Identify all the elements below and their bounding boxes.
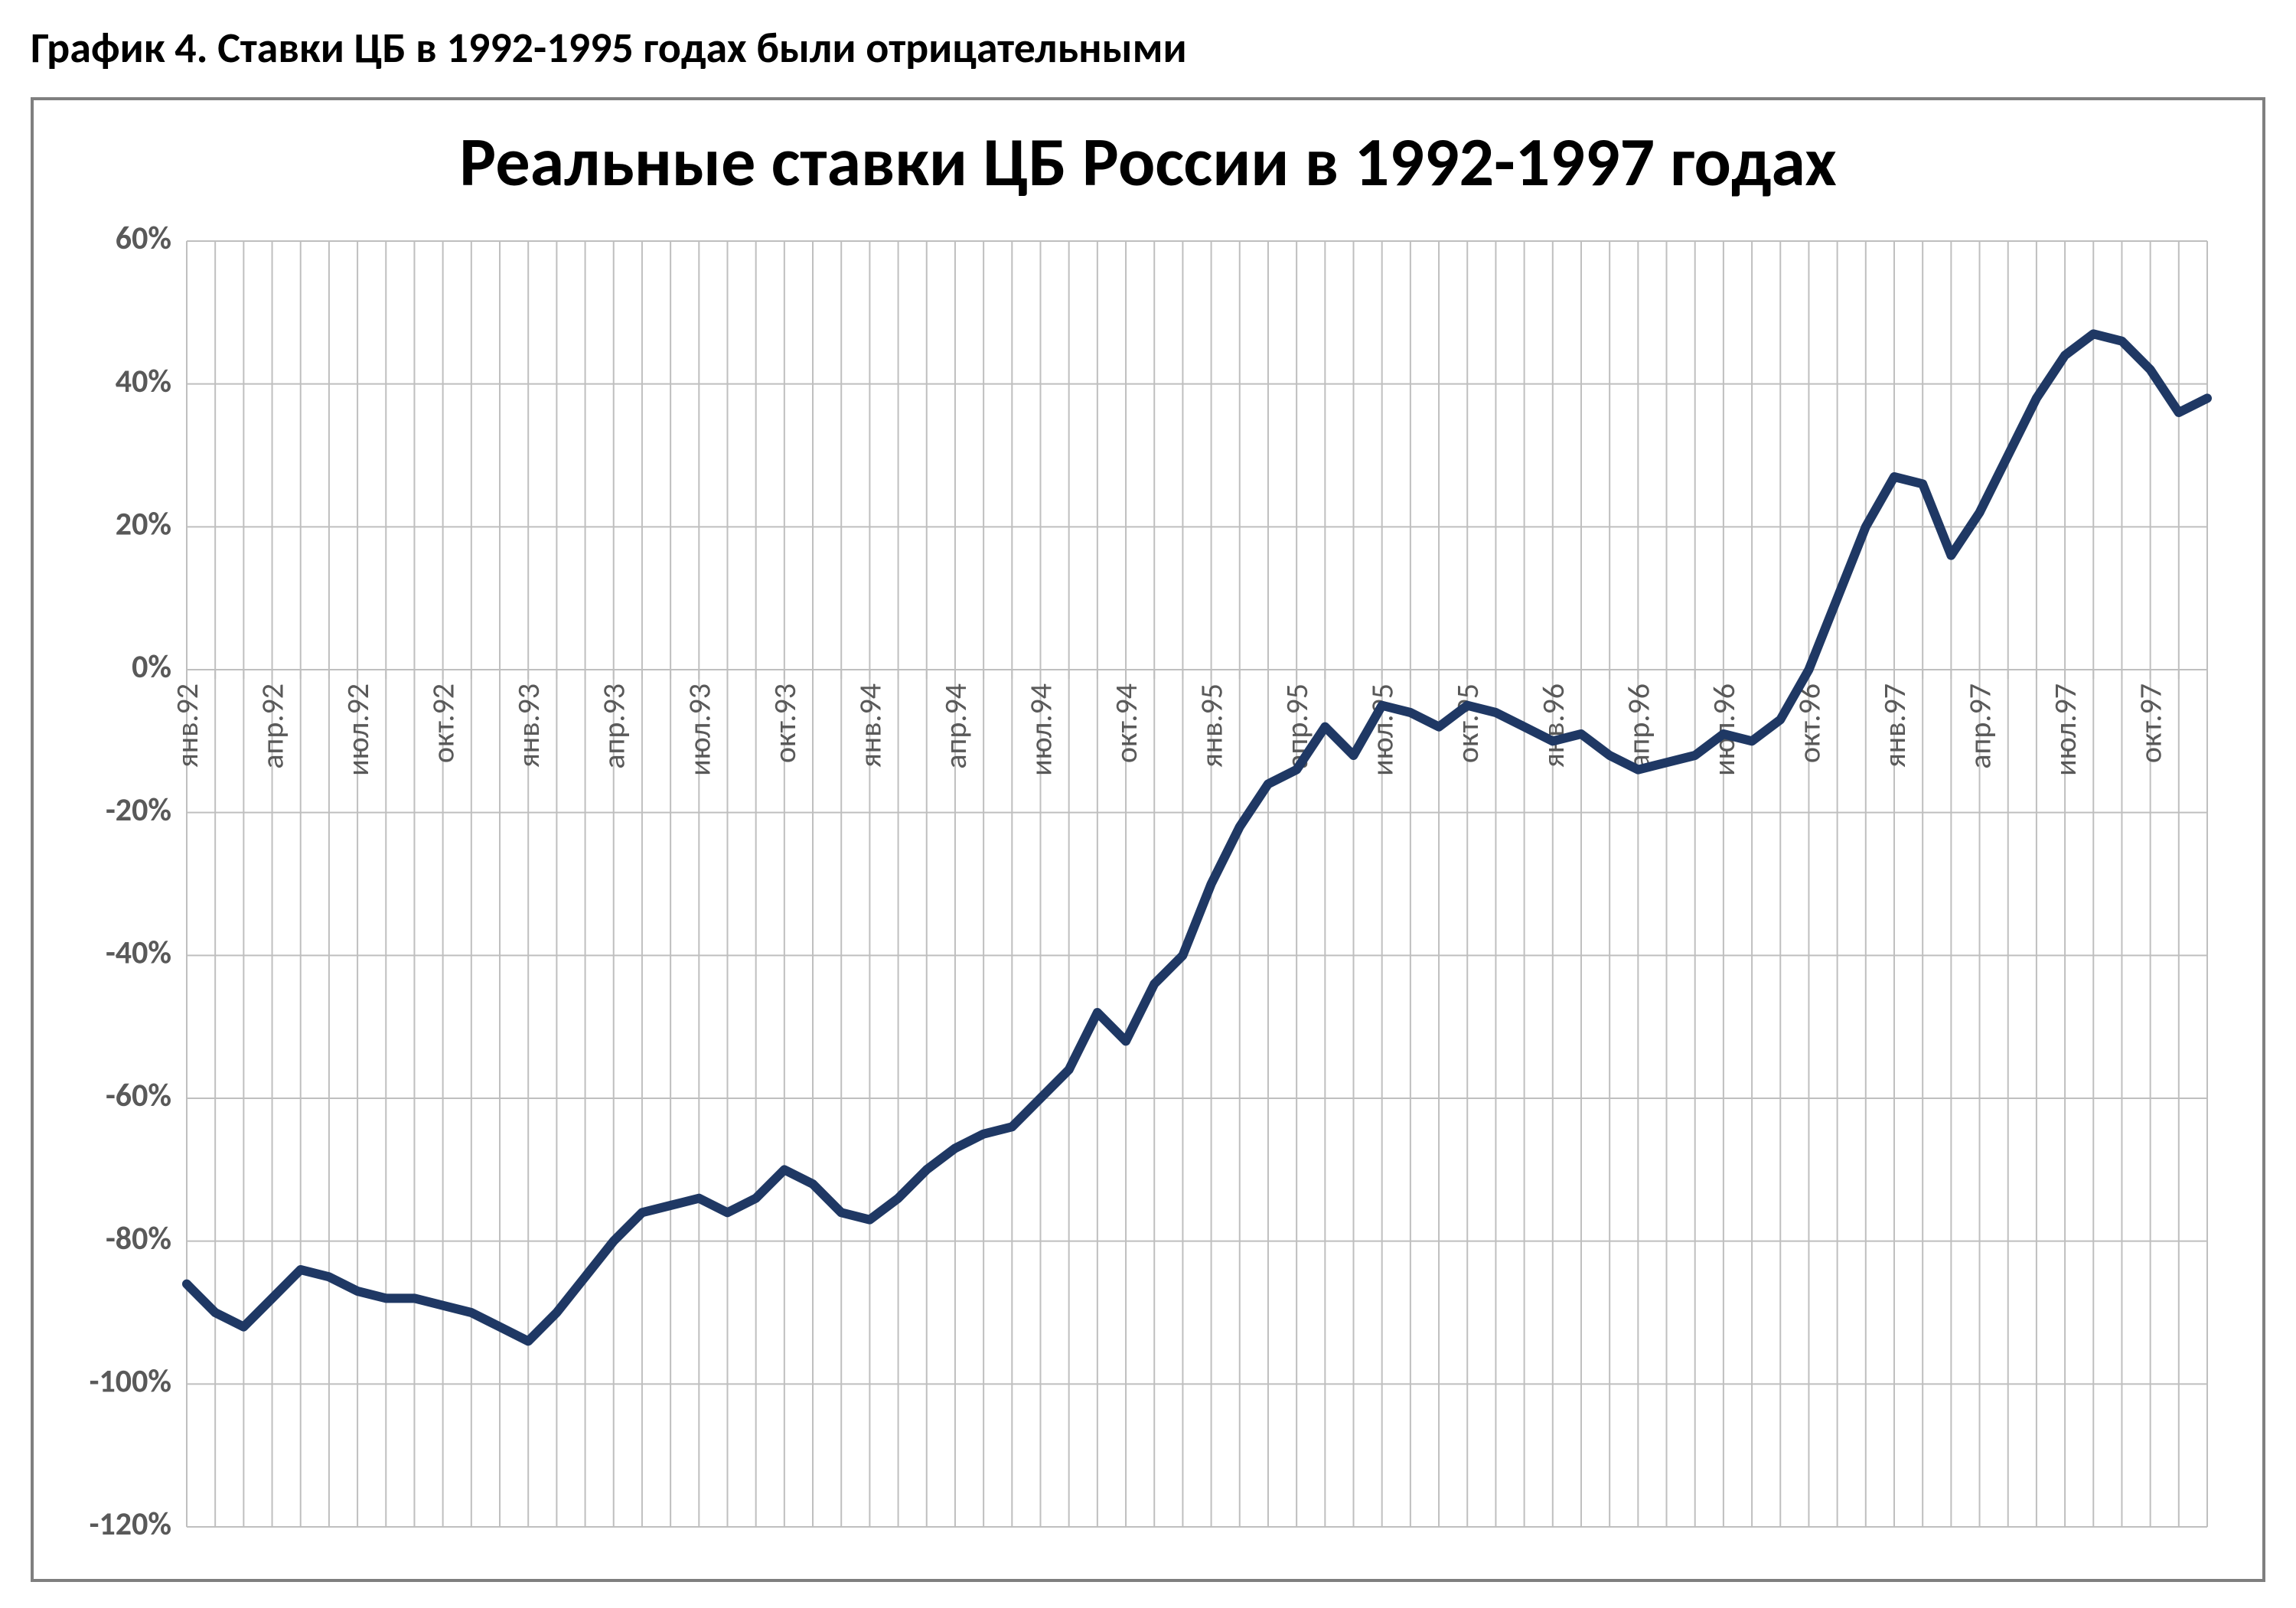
figure-caption: График 4. Ставки ЦБ в 1992-1995 годах бы… (31, 23, 2265, 74)
x-axis-tick-label: июл.97 (2047, 683, 2084, 776)
x-axis-tick-label: июл.94 (1022, 683, 1059, 776)
y-axis-tick-label: 0% (132, 647, 171, 687)
x-axis-tick-label: окт.94 (1107, 683, 1145, 763)
x-axis-tick-label: апр.93 (595, 683, 633, 769)
chart-container: Реальные ставки ЦБ России в 1992-1997 го… (31, 97, 2265, 1582)
y-axis-tick-label: 20% (116, 504, 171, 543)
x-axis-tick-label: апр.94 (937, 683, 974, 769)
y-axis-tick-label: -20% (106, 791, 171, 830)
y-axis-tick-label: -80% (106, 1219, 171, 1258)
x-axis-tick-label: июл.93 (680, 683, 718, 776)
x-axis-tick-label: окт.95 (1449, 683, 1486, 763)
x-axis-tick-label: окт.93 (766, 683, 804, 763)
chart-title: Реальные ставки ЦБ России в 1992-1997 го… (34, 100, 2262, 210)
y-axis-tick-label: 40% (116, 362, 171, 401)
x-axis-tick-label: окт.92 (425, 683, 462, 763)
x-axis-tick-label: июл.92 (339, 683, 377, 776)
data-line (187, 334, 2207, 1341)
x-axis-tick-label: апр.96 (1619, 683, 1657, 769)
page: График 4. Ставки ЦБ в 1992-1995 годах бы… (0, 0, 2296, 1608)
x-axis-tick-label: апр.97 (1962, 683, 1999, 769)
y-axis-tick-label: -40% (106, 933, 171, 972)
y-axis-tick-label: -100% (90, 1362, 171, 1401)
y-axis-tick-label: -60% (106, 1076, 171, 1115)
x-axis-tick-label: янв.92 (168, 683, 206, 768)
x-axis-tick-label: апр.92 (254, 683, 292, 769)
x-axis-tick-label: янв.93 (510, 683, 547, 768)
x-axis-tick-label: янв.96 (1534, 683, 1572, 768)
plot-area: 60% 40% 20% 0% -20% -40% -60% -80% -100% -120% янв… (34, 210, 2262, 1573)
y-axis-tick-label: -120% (90, 1505, 171, 1544)
x-axis-tick-label: окт.97 (2132, 683, 2170, 763)
x-axis-tick-label: янв.94 (851, 683, 889, 768)
line-chart-svg: 60% 40% 20% 0% -20% -40% -60% -80% -100% -120% янв… (34, 210, 2253, 1573)
x-axis-tick-label: янв.97 (1876, 683, 1913, 768)
x-axis-tick-label: янв.95 (1193, 683, 1231, 768)
y-axis-tick-label: 60% (116, 219, 171, 258)
